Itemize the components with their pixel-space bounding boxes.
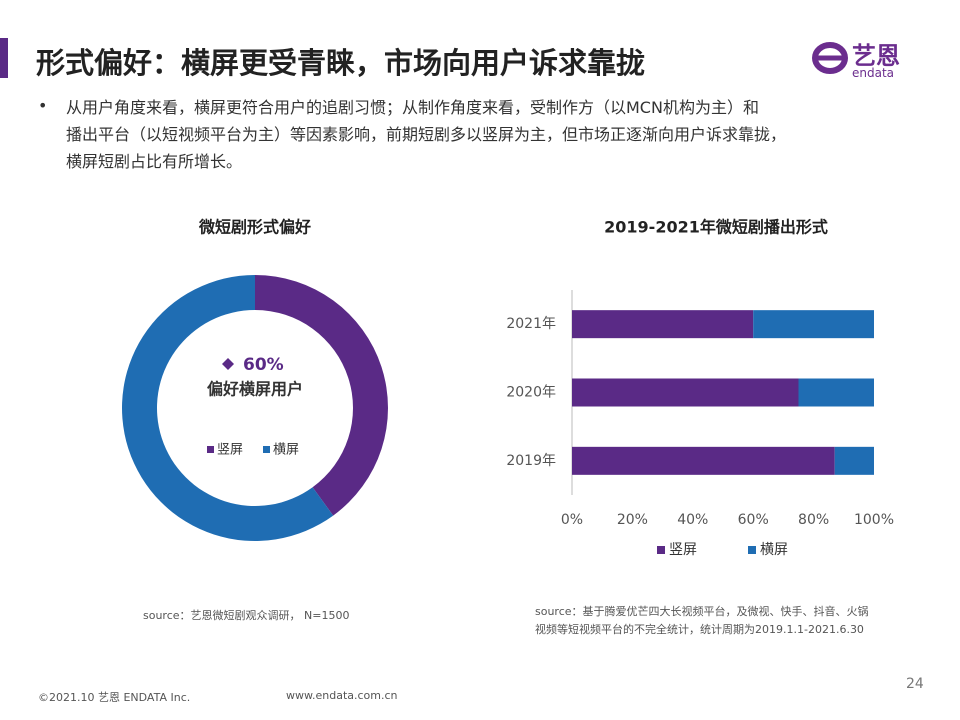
x-tick-label: 40%	[677, 512, 708, 528]
bar-segment	[834, 446, 874, 475]
legend-swatch	[657, 546, 665, 554]
bar-segment	[572, 378, 799, 407]
logo-mark	[812, 42, 848, 74]
bullet-line: 从用户角度来看，横屏更符合用户的追剧习惯；从制作角度来看，受制作方（以MCN机构…	[66, 98, 759, 117]
y-tick-label: 2020年	[506, 385, 556, 401]
logo-name: 艺恩	[852, 42, 900, 70]
source-note: source：艺恩微短剧观众调研， N=1500	[143, 609, 350, 622]
chart-title: 微短剧形式偏好	[198, 218, 311, 237]
x-tick-label: 60%	[738, 512, 769, 528]
legend-label: 横屏	[760, 542, 788, 558]
x-tick-label: 20%	[617, 512, 648, 528]
legend-swatch	[207, 446, 214, 453]
x-tick-label: 80%	[798, 512, 829, 528]
bullet-line: 横屏短剧占比有所增长。	[66, 152, 243, 171]
source-line: source：基于腾爱优芒四大长视频平台，及微视、快手、抖音、火锅	[535, 605, 869, 618]
y-tick-label: 2019年	[506, 453, 556, 469]
x-tick-label: 100%	[854, 512, 894, 528]
copyright: ©2021.10 艺恩 ENDATA Inc.	[38, 691, 191, 704]
source-line: 视频等短视频平台的不完全统计，统计周期为2019.1.1-2021.6.30	[535, 623, 864, 636]
url: www.endata.com.cn	[286, 689, 398, 702]
annotation: 偏好横屏用户	[207, 380, 303, 399]
y-tick-label: 2021年	[506, 316, 556, 332]
bar-segment	[753, 310, 874, 339]
bar-segment	[572, 446, 835, 475]
x-tick-label: 0%	[561, 512, 583, 528]
bullet-dot: •	[38, 96, 48, 115]
legend-swatch	[263, 446, 270, 453]
bullet-line: 播出平台（以短视频平台为主）等因素影响，前期短剧多以竖屏为主，但市场正逐渐向用户…	[66, 125, 787, 144]
bar-segment	[798, 378, 874, 407]
accent-bar	[0, 38, 8, 78]
legend-swatch	[748, 546, 756, 554]
donut-slice	[121, 275, 334, 541]
source-note: source：基于腾爱优芒四大长视频平台，及微视、快手、抖音、火锅 视频等短视频…	[535, 603, 869, 639]
legend-label: 竖屏	[217, 443, 243, 458]
value-label: 60%	[243, 355, 284, 375]
bar-segment	[572, 310, 754, 339]
legend-label: 竖屏	[669, 542, 697, 558]
bullet-text: 从用户角度来看，横屏更符合用户的追剧习惯；从制作角度来看，受制作方（以MCN机构…	[66, 94, 786, 175]
diamond-icon	[222, 358, 234, 370]
chart-title: 2019-2021年微短剧播出形式	[604, 218, 828, 237]
slide-title: 形式偏好：横屏更受青睐，市场向用户诉求靠拢	[36, 46, 646, 80]
legend-label: 横屏	[273, 443, 299, 458]
page-number: 24	[906, 676, 924, 692]
donut-slice	[255, 275, 388, 516]
logo-sub: endata	[852, 66, 895, 80]
